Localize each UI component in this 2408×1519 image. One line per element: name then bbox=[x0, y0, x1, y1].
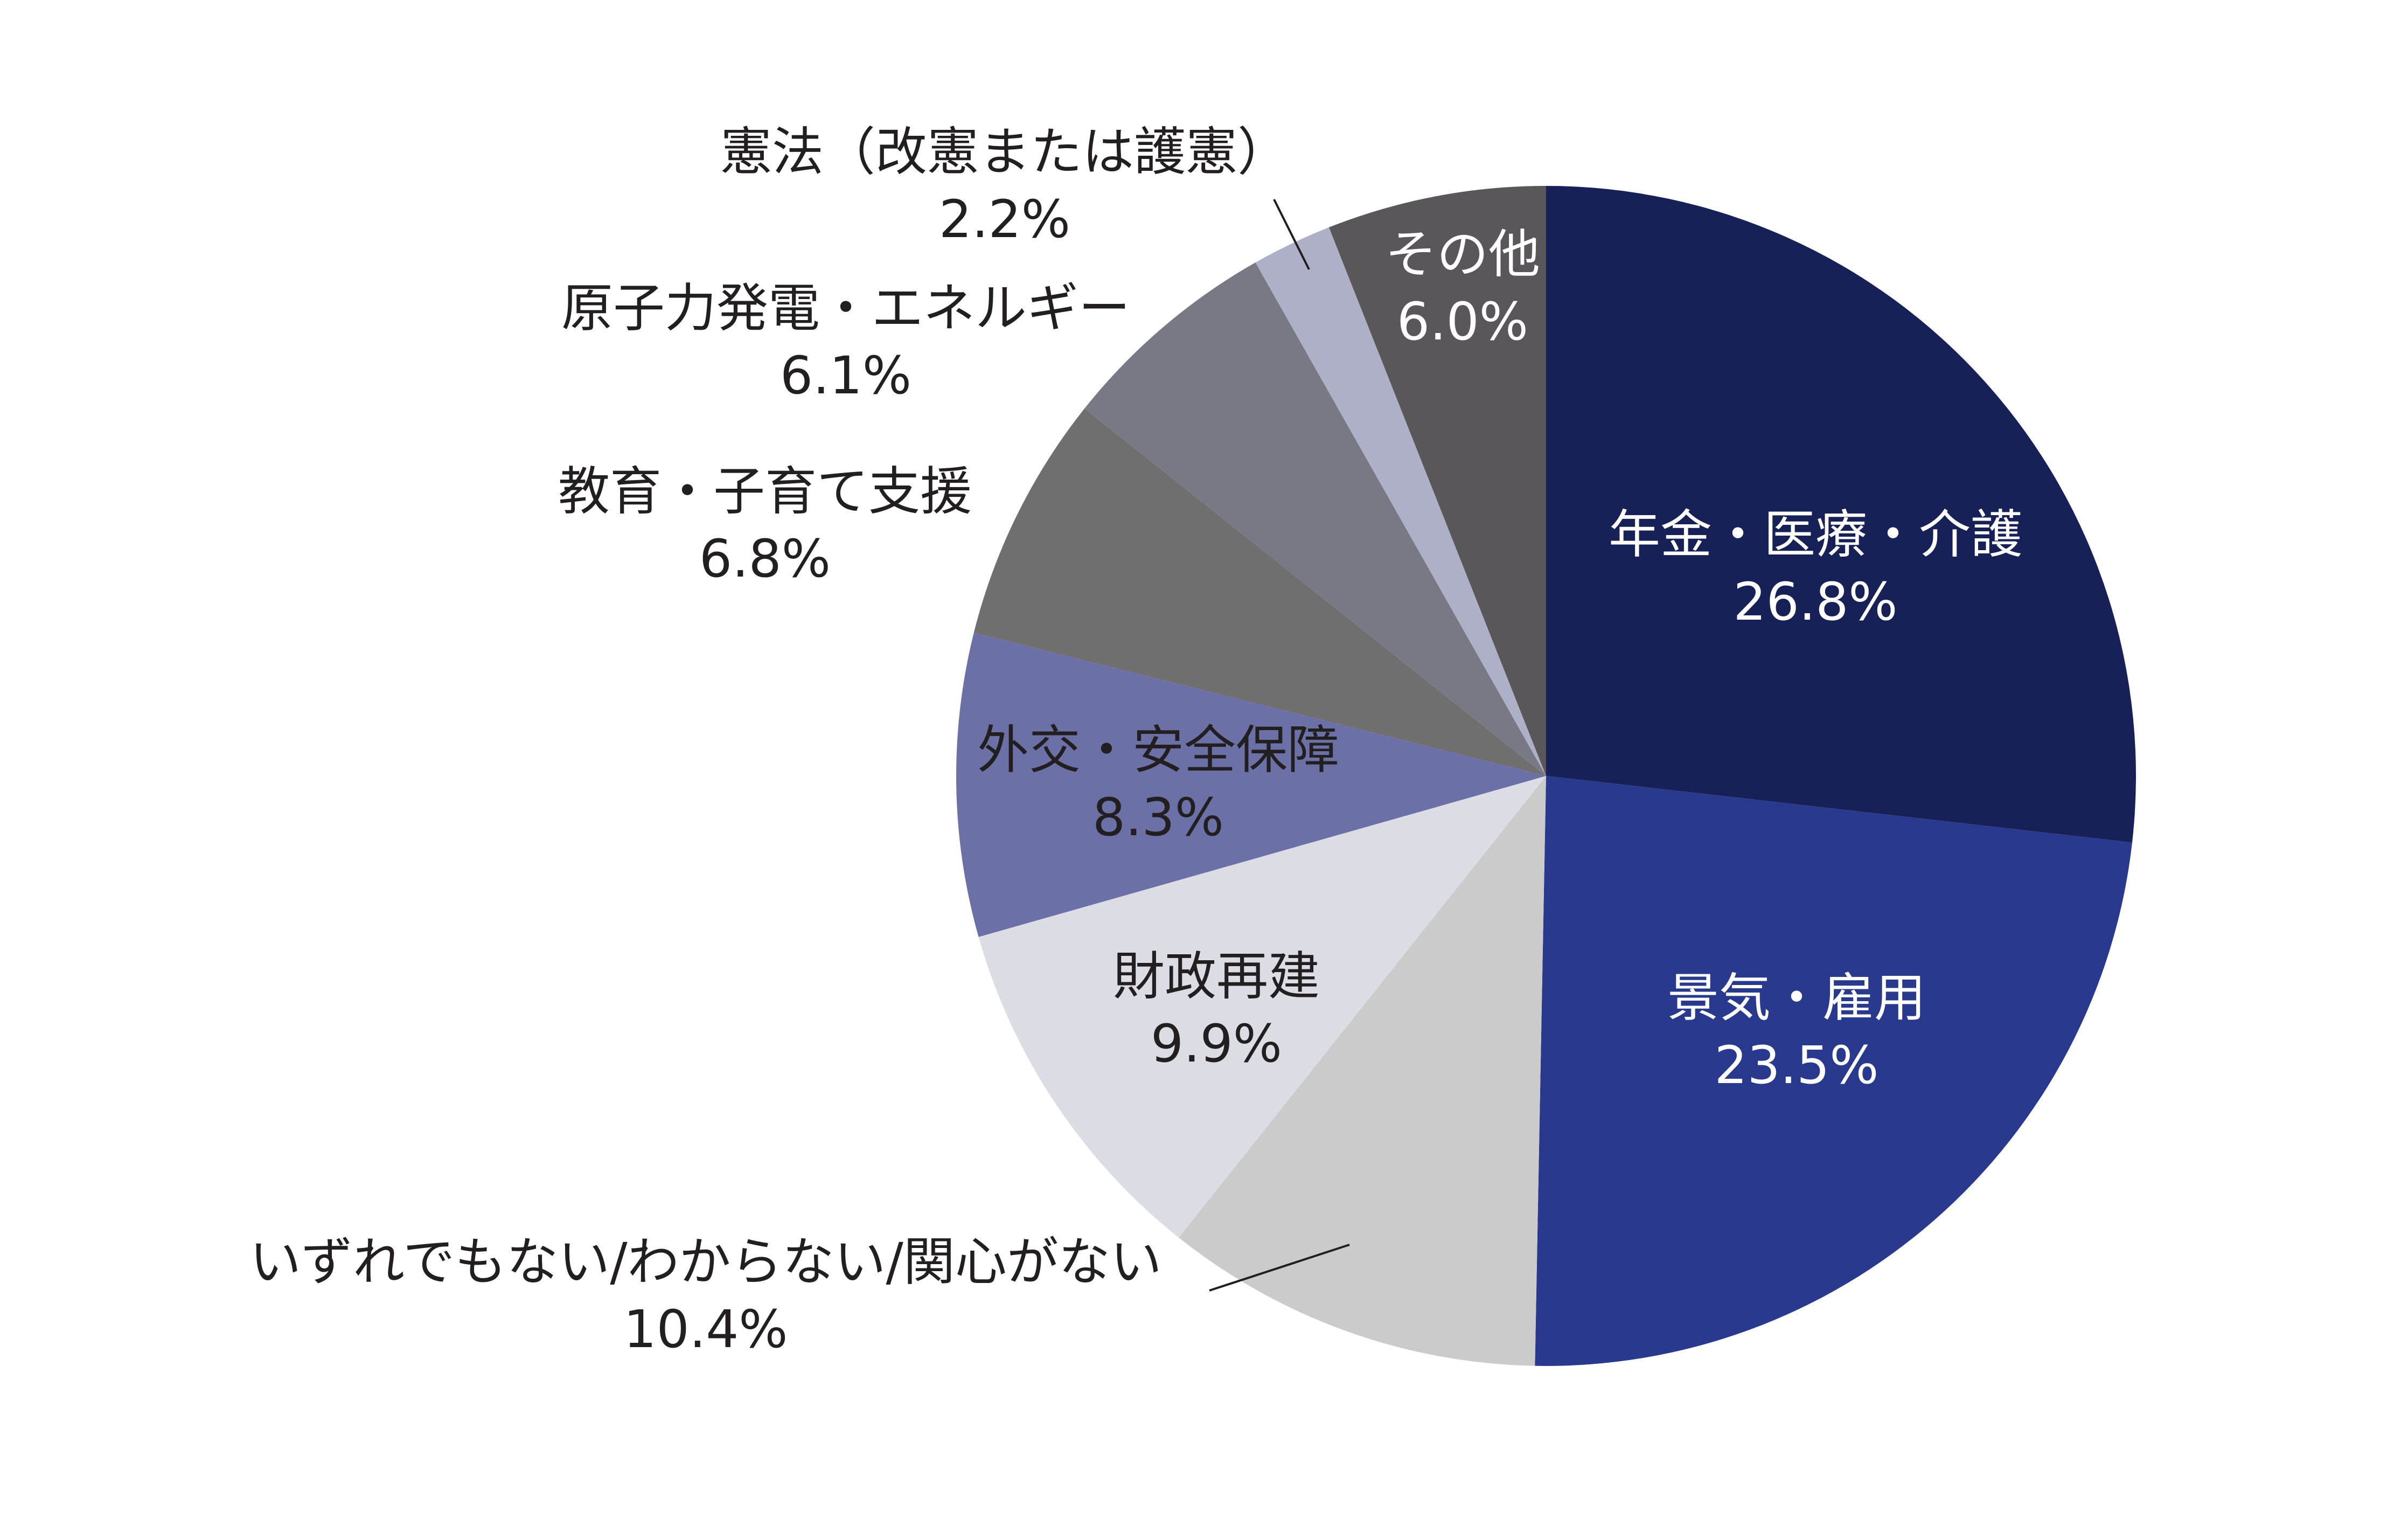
slice-label-7: 憲法（改憲または護憲） bbox=[720, 122, 1289, 182]
slice-label-5: 教育・子育て支援 bbox=[558, 461, 972, 522]
slice-labels: 年金・医療・介護 26.8% 景気・雇用 23.5% いずれでもない/わからない/関心が… bbox=[249, 122, 2022, 1360]
leader-lines bbox=[1209, 199, 1350, 1292]
pie-slice-5 bbox=[973, 408, 1546, 776]
slice-value-label-8: 6.0% bbox=[1397, 292, 1528, 352]
slice-label-3: 財政再建 bbox=[1113, 946, 1320, 1007]
pie-slice-3 bbox=[978, 776, 1546, 1238]
slice-value-label-1: 23.5% bbox=[1715, 1035, 1879, 1095]
pie-slice-7 bbox=[1255, 227, 1546, 776]
pie-slice-0 bbox=[1546, 186, 2136, 843]
pie-slice-6 bbox=[1084, 262, 1546, 776]
leader-line-7 bbox=[1273, 199, 1310, 270]
slice-value-label-5: 6.8% bbox=[699, 529, 831, 589]
slice-label-6: 原子力発電・エネルギー bbox=[561, 278, 1130, 338]
slice-label-0: 年金・医療・介護 bbox=[1609, 504, 2022, 565]
slice-label-8: その他 bbox=[1385, 224, 1540, 285]
pie-slice-8 bbox=[1328, 186, 1546, 776]
pie-slice-1 bbox=[1535, 776, 2133, 1366]
slice-value-label-3: 9.9% bbox=[1151, 1014, 1282, 1074]
pie-slice-2 bbox=[1179, 776, 1546, 1366]
pie-slice-4 bbox=[956, 633, 1546, 937]
slice-value-label-2: 10.4% bbox=[624, 1299, 788, 1360]
slice-value-label-0: 26.8% bbox=[1734, 572, 1898, 632]
pie-slices bbox=[956, 186, 2136, 1366]
slice-value-label-7: 2.2% bbox=[939, 189, 1070, 249]
slice-label-2: いずれでもない/わからない/関心がない bbox=[249, 1232, 1162, 1292]
leader-line-2 bbox=[1209, 1244, 1350, 1292]
slice-label-4: 外交・安全保障 bbox=[977, 720, 1339, 780]
slice-label-1: 景気・雇用 bbox=[1667, 968, 1926, 1028]
slice-value-label-6: 6.1% bbox=[780, 345, 911, 406]
slice-value-label-4: 8.3% bbox=[1092, 787, 1224, 848]
